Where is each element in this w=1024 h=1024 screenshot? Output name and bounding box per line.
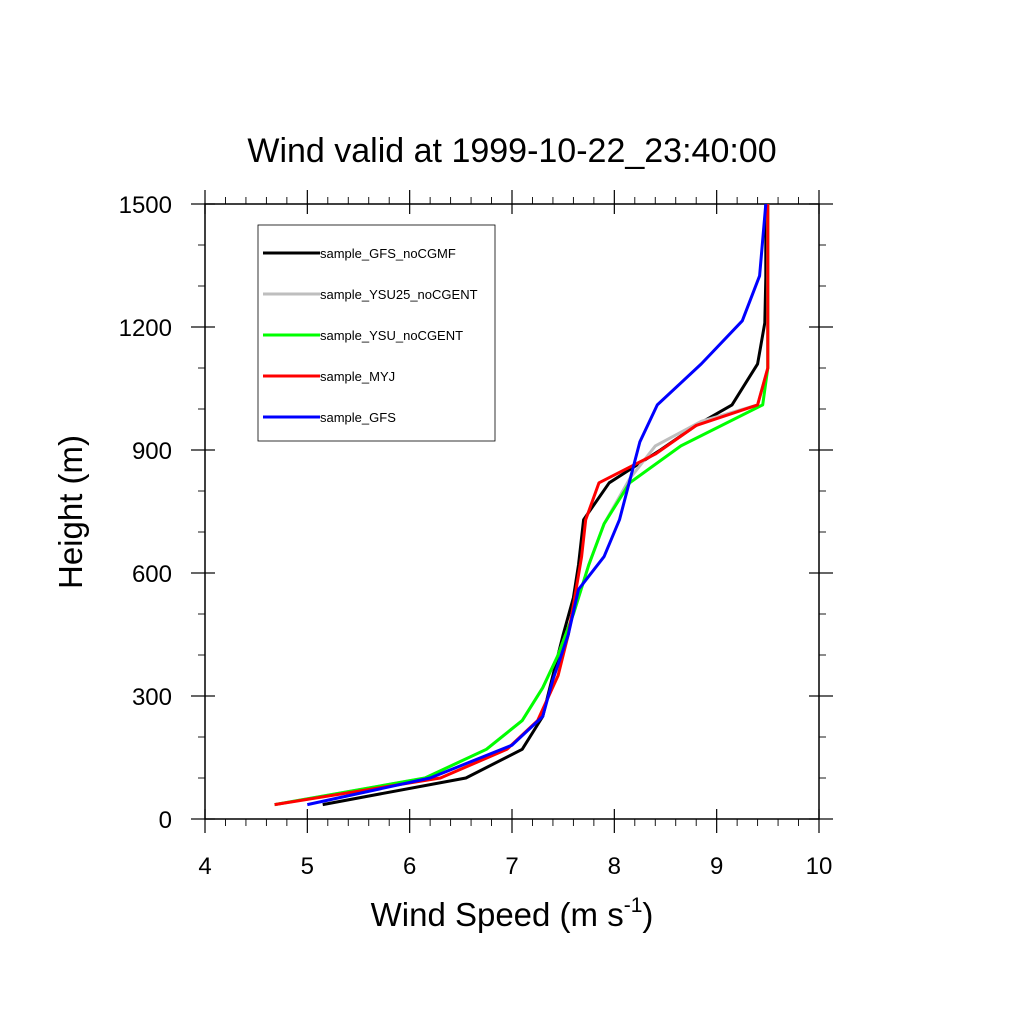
legend-label: sample_YSU25_noCGENT: [320, 287, 478, 302]
x-tick-label: 8: [608, 853, 621, 880]
legend-box: [257, 224, 496, 442]
plot-area: 4 5 6 7 8 9 10 0 300 600 900 1200 1500: [119, 190, 833, 880]
x-axis-label-superscript: -1: [624, 894, 643, 917]
y-tick-label: 300: [132, 684, 172, 711]
legend: sample_GFS_noCGMF sample_YSU25_noCGENTsam…: [257, 224, 496, 442]
chart-title: Wind valid at 1999-10-22_23:40:00: [247, 132, 776, 170]
x-tick-label: 5: [301, 853, 314, 880]
legend-label: sample_GFS_noCGMF: [320, 246, 456, 261]
series-line-sample_GFS: [306, 203, 768, 807]
x-tick-label: 9: [710, 853, 723, 880]
legend-label: sample_YSU_noCGENT: [320, 328, 463, 343]
y-tick-label: 0: [159, 807, 172, 834]
y-tick-labels: 0 300 600 900 1200 1500: [119, 192, 172, 834]
x-tick-label: 6: [403, 853, 416, 880]
x-axis-label-end: ): [642, 896, 653, 933]
x-tick-labels: 4 5 6 7 8 9 10: [198, 853, 832, 880]
y-tick-label: 600: [132, 561, 172, 588]
legend-items: sample_GFS_noCGMF sample_YSU25_noCGENTsam…: [263, 246, 478, 425]
legend-label: sample_GFS: [320, 410, 396, 425]
series-line-sample_GFS_noCGMF: [322, 204, 768, 807]
x-tick-label: 4: [198, 853, 211, 880]
series-lines: [274, 203, 770, 807]
x-tick-label: 7: [505, 853, 518, 880]
x-tick-label: 10: [806, 853, 833, 880]
y-axis-label: Height (m): [52, 435, 89, 589]
y-tick-label: 1200: [119, 315, 172, 342]
tick-marks: [191, 190, 833, 833]
y-tick-label: 1500: [119, 192, 172, 219]
x-axis-label: Wind Speed (m s-1): [371, 894, 654, 933]
series-line-sample_YSU_noCGENT: [274, 204, 770, 807]
legend-label: sample_MYJ: [320, 369, 395, 384]
y-tick-label: 900: [132, 438, 172, 465]
